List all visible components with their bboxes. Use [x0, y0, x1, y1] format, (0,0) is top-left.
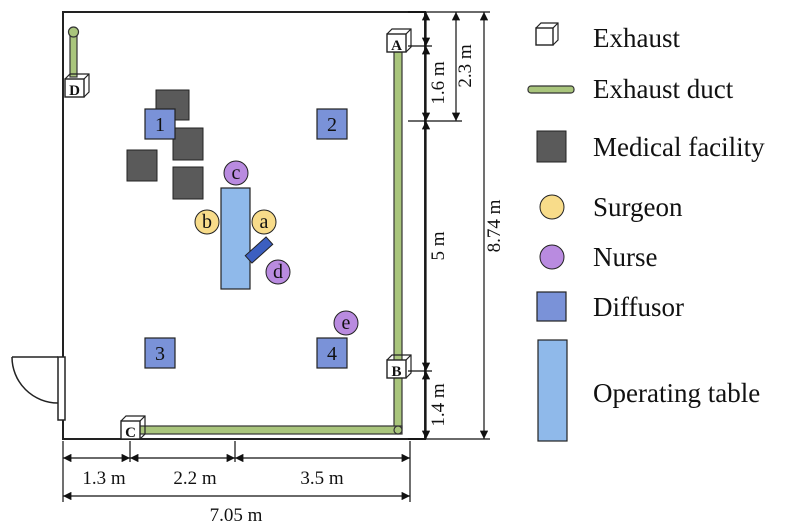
diffuser-label: 1: [155, 114, 165, 136]
diffuser-2: 2: [316, 108, 348, 140]
dim-bottom-1-label: 1.3 m: [82, 468, 126, 489]
dim-right-3-label: 5 m: [428, 231, 449, 260]
door: [11, 356, 66, 421]
person-label: d: [273, 261, 283, 283]
dim-bottom-2-label: 2.2 m: [173, 468, 217, 489]
exhaust-label: B: [391, 364, 401, 380]
legend-label: Exhaust duct: [593, 74, 734, 104]
diffuser-label: 4: [327, 343, 337, 365]
exhaust-d: D: [64, 73, 90, 99]
legend: Exhaust Exhaust duct Medical facility Su…: [527, 22, 765, 442]
dim-right-1-label: 1.6 m: [428, 61, 449, 105]
exhaust-c: C: [120, 415, 146, 441]
legend-item-exhaust: Exhaust: [535, 22, 680, 53]
person-label: c: [232, 162, 241, 184]
dim-bottom-total-label: 7.05 m: [210, 505, 263, 526]
diffuser-3: 3: [144, 337, 176, 369]
exhaust-duct-bottom: [136, 425, 403, 435]
nurse-c: c: [223, 160, 249, 186]
exhaust-b: B: [386, 354, 412, 380]
nurse-d: d: [265, 259, 291, 285]
legend-label: Exhaust: [593, 23, 680, 53]
medical-facility: [172, 166, 204, 200]
legend-item-exhaust-duct: Exhaust duct: [527, 74, 734, 104]
medical-facility: [172, 127, 204, 161]
legend-label: Surgeon: [593, 192, 683, 222]
diffuser-4: 4: [316, 337, 348, 369]
legend-item-nurse: Nurse: [539, 242, 657, 272]
medical-facilities: [126, 89, 204, 200]
dim-right-4-label: 1.4 m: [428, 383, 449, 427]
legend-item-surgeon: Surgeon: [539, 192, 683, 222]
table-device: [244, 236, 274, 264]
exhaust-duct-system: [67, 26, 403, 435]
surgeon-b: b: [194, 209, 220, 235]
exhaust-label: A: [391, 38, 402, 54]
legend-label: Operating table: [593, 378, 760, 408]
medical-facility: [126, 149, 158, 182]
diffuser-label: 3: [155, 343, 165, 365]
dim-right-2-label: 2.3 m: [455, 44, 476, 88]
person-label: e: [342, 312, 351, 334]
right-dimensions: [408, 11, 490, 440]
dim-right-total-label: 8.74 m: [484, 199, 505, 252]
surgeon-a: a: [251, 209, 277, 235]
exhaust-duct-end: [393, 425, 403, 435]
exhaust-a: A: [386, 28, 412, 54]
legend-label: Nurse: [593, 242, 657, 272]
exhaust-duct-left-end: [67, 26, 80, 38]
dim-bottom-3-label: 3.5 m: [300, 468, 344, 489]
legend-item-medical-facility: Medical facility: [536, 130, 765, 163]
operating-table: [220, 187, 251, 290]
person-label: a: [260, 211, 269, 233]
person-label: b: [202, 211, 212, 233]
legend-label: Diffusor: [593, 292, 684, 322]
exhaust-duct-left: [69, 31, 78, 78]
exhaust-label: D: [69, 83, 80, 99]
legend-item-operating-table: Operating table: [537, 339, 760, 442]
legend-item-diffusor: Diffusor: [536, 291, 684, 322]
nurse-e: e: [333, 310, 359, 336]
diffuser-label: 2: [327, 114, 337, 136]
legend-label: Medical facility: [593, 132, 765, 162]
diffuser-1: 1: [144, 108, 176, 140]
bottom-dimensions: [62, 441, 411, 502]
exhaust-label: C: [125, 425, 136, 441]
